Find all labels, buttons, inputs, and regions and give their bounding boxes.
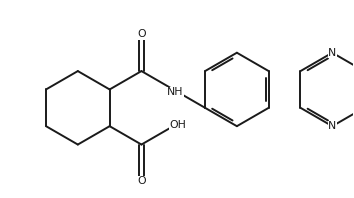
- Text: NH: NH: [166, 87, 183, 97]
- Text: O: O: [137, 29, 146, 39]
- Text: N: N: [328, 121, 336, 131]
- Text: N: N: [328, 48, 336, 58]
- Text: OH: OH: [169, 120, 186, 130]
- Text: O: O: [137, 176, 146, 186]
